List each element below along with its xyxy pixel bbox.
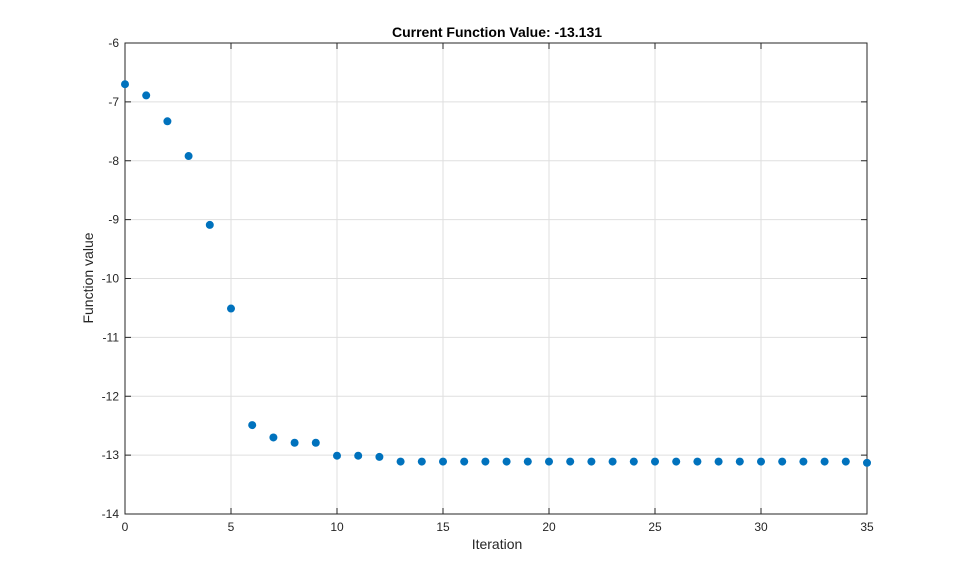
data-point [184,152,193,161]
y-tick-label: -6 [108,36,119,50]
data-point [333,451,341,460]
x-tick-label: 20 [542,520,556,534]
y-tick-label: -11 [103,330,120,344]
data-point [735,457,744,466]
x-tick-label: 30 [754,520,768,534]
x-tick-label: 15 [436,520,450,534]
data-point [863,458,871,467]
y-tick-label: -14 [102,507,120,521]
y-tick-label: -12 [102,389,120,403]
data-point [566,457,575,466]
y-tick-label: -13 [102,448,120,462]
data-point [417,457,426,466]
data-point [799,457,808,466]
x-tick-label: 0 [122,520,129,534]
data-point [545,457,553,466]
data-point [672,457,681,466]
data-point [820,457,829,466]
data-point [523,457,532,466]
data-point [396,457,405,466]
x-tick-label: 10 [330,520,344,534]
data-point [608,457,617,466]
data-points [121,80,871,467]
data-point [778,457,787,466]
data-point [714,457,723,466]
axis-ticks [124,42,868,515]
data-point [227,304,235,313]
y-axis-label: Function value [80,232,96,323]
data-point [142,91,151,100]
data-point [311,438,320,447]
chart-title: Current Function Value: -13.131 [392,24,602,40]
data-point [248,421,257,430]
x-tick-label: 25 [648,520,662,534]
y-tick-labels: -14 -13 -12 -11 -10 -9 -8 -7 -6 [102,36,120,521]
data-point [354,451,363,460]
x-axis-label: Iteration [472,536,523,552]
data-point [502,457,511,466]
y-tick-label: -7 [108,95,119,109]
data-point [629,457,638,466]
data-point [205,220,214,229]
data-point [269,433,278,442]
data-point [460,457,469,466]
data-point [290,438,299,447]
x-tick-label: 35 [860,520,874,534]
data-point [693,457,702,466]
y-tick-label: -9 [108,213,119,227]
data-point [439,457,447,466]
x-tick-labels: 0 5 10 15 20 25 30 35 [122,520,874,534]
data-point [841,457,850,466]
x-tick-label: 5 [228,520,235,534]
grid-lines [124,42,868,515]
data-point [481,457,490,466]
data-point [651,457,659,466]
data-point [375,452,384,461]
data-point [121,80,129,89]
y-tick-label: -10 [102,272,120,286]
data-point [163,117,172,126]
data-point [757,457,765,466]
y-tick-label: -8 [108,154,119,168]
data-point [587,457,596,466]
